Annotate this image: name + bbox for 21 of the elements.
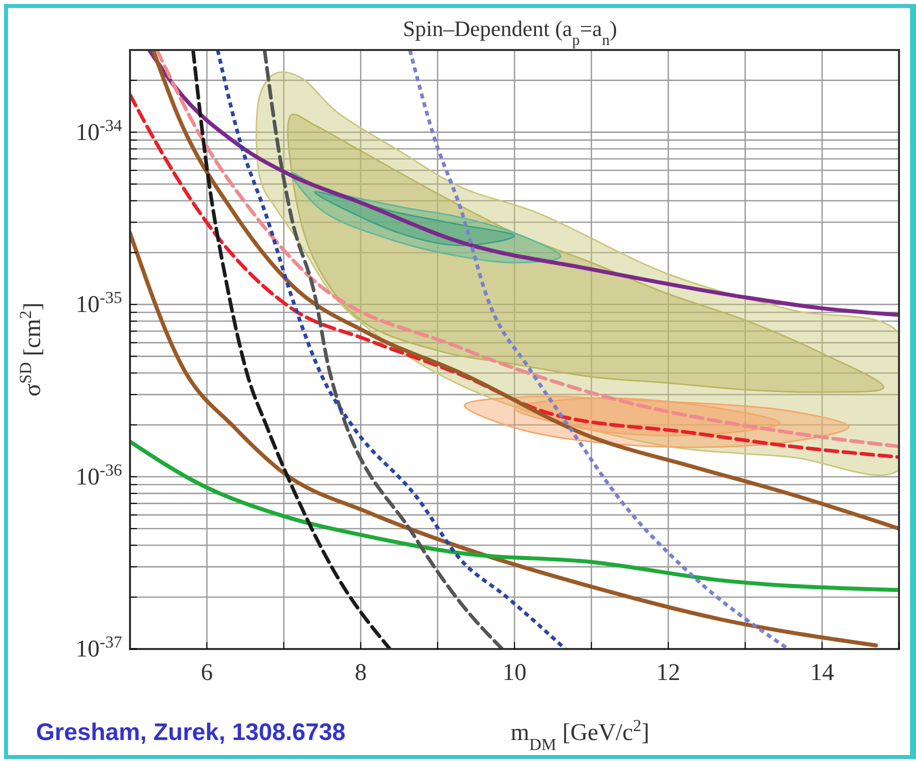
x-tick-label: 12 xyxy=(656,660,680,686)
x-tick-label: 14 xyxy=(810,660,834,686)
line-series xyxy=(147,50,899,317)
line-series xyxy=(151,50,899,531)
line-series xyxy=(216,50,568,649)
y-tick-label: 10$^{-37}$ xyxy=(76,632,122,663)
x-tick-label: 6 xyxy=(200,660,213,686)
line-series xyxy=(262,50,504,649)
y-tick-label: 10$^{-36}$ xyxy=(76,460,122,490)
x-axis-title: m$_{DM}$ [GeV/c$^{2}$] xyxy=(510,716,650,754)
line-series xyxy=(130,230,878,648)
x-tick-label: 10 xyxy=(502,660,526,686)
text: Gresham, Zurek, 1308.6738 xyxy=(36,719,346,746)
line-series xyxy=(130,92,899,459)
x-tick-label: 8 xyxy=(354,660,367,686)
line-series xyxy=(155,50,899,448)
y-tick-label: 10$^{-34}$ xyxy=(76,115,123,146)
line-series xyxy=(130,440,899,592)
line-series xyxy=(191,50,392,649)
chart-title: Spin–Dependent (a$_{p}$=a$_{n}$) xyxy=(402,16,618,48)
y-tick-label: 10$^{-35}$ xyxy=(76,288,122,318)
